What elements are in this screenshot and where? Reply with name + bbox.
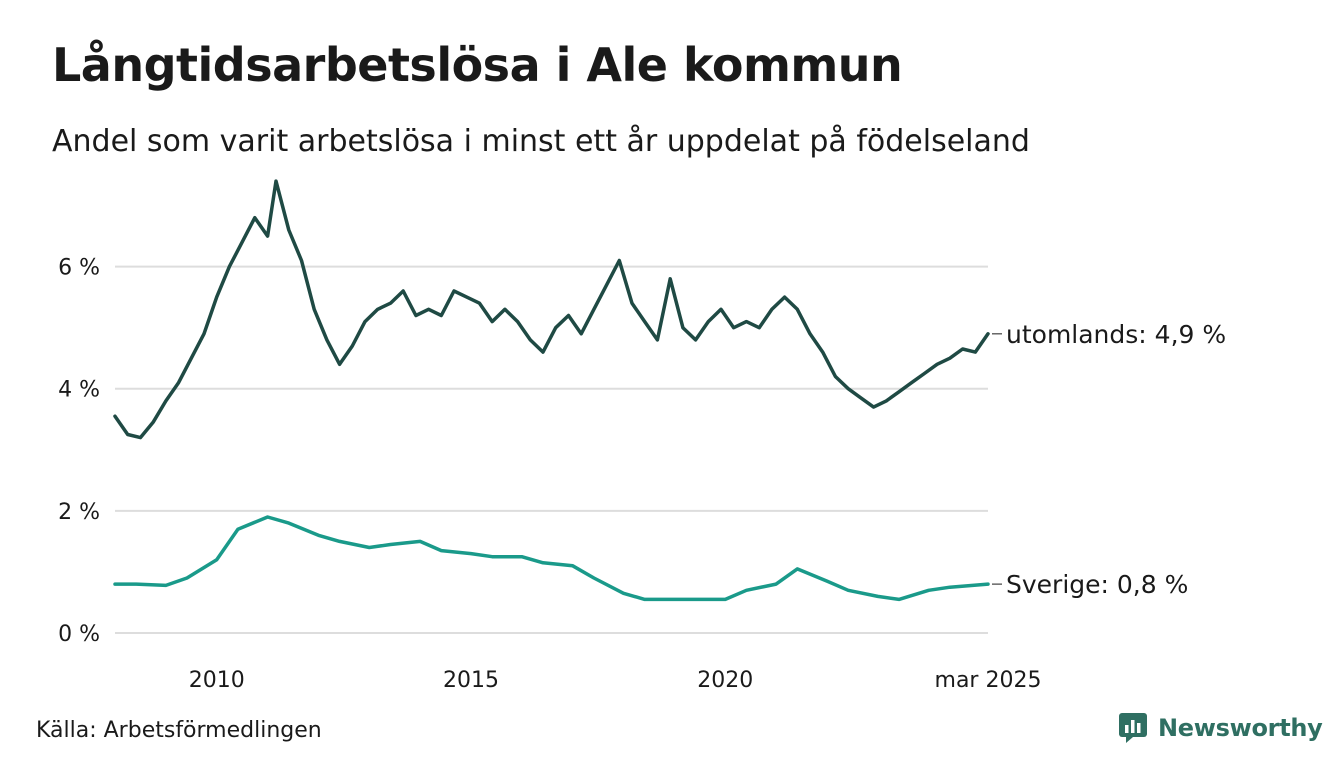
series-line-sverige (113, 515, 990, 602)
x-tick-label: 2015 (443, 668, 499, 693)
chart-title: Långtidsarbetslösa i Ale kommun (52, 38, 903, 92)
y-tick-label: 6 % (58, 256, 100, 281)
brand-name: Newsworthy (1158, 714, 1323, 742)
x-tick-label: mar 2025 (935, 668, 1042, 693)
newsworthy-icon (1119, 713, 1147, 743)
line-chart: 0 % 2 % 4 % 6 % 2010 2015 2020 mar 2025 utomland… (58, 179, 1226, 693)
x-tick-label: 2010 (189, 668, 245, 693)
y-tick-label: 4 % (58, 378, 100, 403)
chart-subtitle: Andel som varit arbetslösa i minst ett å… (52, 124, 1030, 159)
source-note: Källa: Arbetsförmedlingen (36, 718, 322, 743)
series-lines (113, 179, 990, 602)
y-tick-label: 0 % (58, 622, 100, 647)
brand-logo: Newsworthy (1118, 712, 1323, 744)
end-label-utomlands: utomlands: 4,9 % (1006, 320, 1226, 349)
x-tick-label: 2020 (697, 668, 753, 693)
y-tick-label: 2 % (58, 500, 100, 525)
end-label-sverige: Sverige: 0,8 % (1006, 570, 1188, 599)
series-line-utomlands (113, 179, 990, 440)
axis-labels: 0 % 2 % 4 % 6 % 2010 2015 2020 mar 2025 utomland… (58, 256, 1226, 693)
grid-lines (115, 265, 988, 634)
